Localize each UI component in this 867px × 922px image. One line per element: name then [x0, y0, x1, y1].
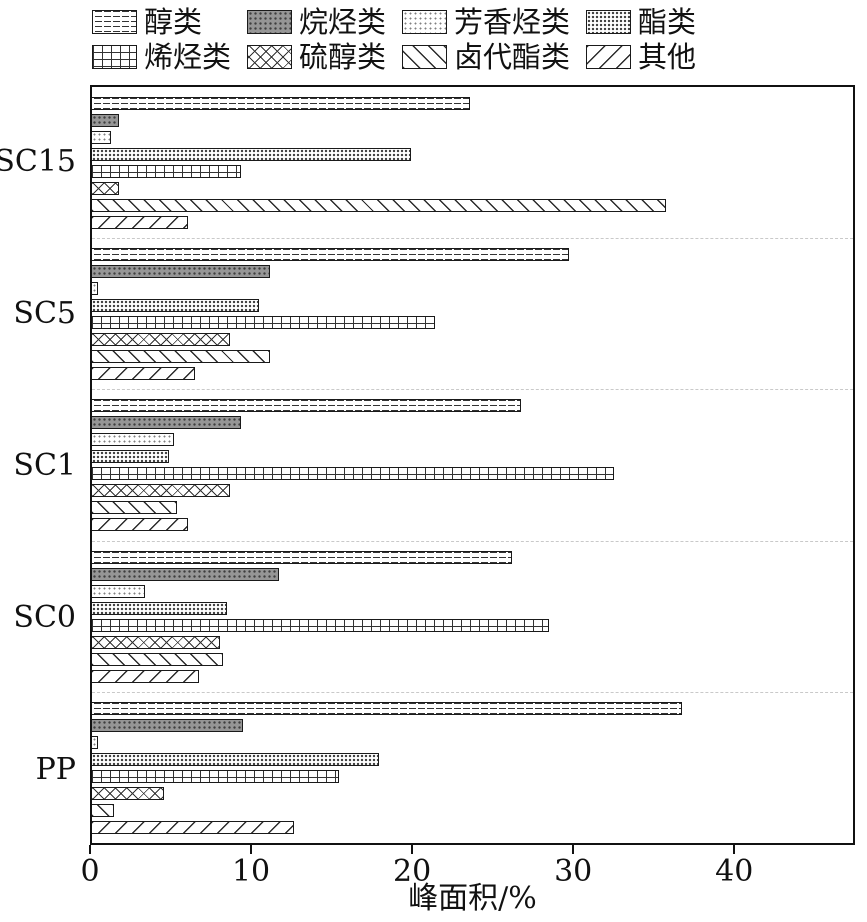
bar-SC1-alkane — [92, 416, 241, 430]
legend-label-thiol: 硫醇类 — [299, 40, 387, 74]
bar-SC15-haloester — [92, 198, 666, 212]
x-tick-0 — [89, 845, 91, 854]
bar-SC5-aromatic — [92, 282, 99, 296]
bar-SC5-other — [92, 367, 195, 381]
bar-PP-ester — [92, 752, 379, 766]
legend-label-alkane: 烷烃类 — [299, 5, 387, 39]
y-axis-labels: SC15 SC5 SC1 SC0 PP — [0, 85, 86, 845]
legend-label-ester: 酯类 — [638, 5, 697, 39]
legend-item-aromatic: 芳香烃类 — [402, 6, 570, 38]
bar-PP-haloester — [92, 803, 115, 817]
bar-SC1-other — [92, 518, 189, 532]
alcohol-swatch-icon — [92, 10, 137, 34]
category-label-SC1: SC1 — [13, 447, 76, 483]
category-label-SC0: SC0 — [13, 599, 76, 635]
x-tick-10 — [250, 845, 253, 854]
aromatic-swatch-icon — [402, 10, 448, 34]
bar-SC0-other — [92, 669, 200, 683]
legend-item-ester: 酯类 — [586, 6, 696, 38]
bar-SC1-thiol — [92, 484, 230, 498]
bar-SC15-alkane — [92, 113, 120, 127]
x-tick-30 — [572, 845, 575, 854]
x-axis: 0 10 20 30 40 — [80, 845, 855, 920]
bar-SC1-haloester — [92, 501, 177, 515]
bar-SC15-aromatic — [92, 130, 112, 144]
bar-SC15-other — [92, 215, 189, 229]
bar-SC1-alkene — [92, 467, 615, 481]
x-tick-label-0: 0 — [80, 854, 100, 889]
ester-swatch-icon — [586, 10, 632, 34]
bar-group-SC15 — [92, 87, 853, 238]
bar-SC0-haloester — [92, 652, 224, 666]
bar-SC15-ester — [92, 147, 411, 161]
bar-PP-alcohol — [92, 701, 682, 715]
bar-PP-other — [92, 820, 294, 834]
legend: 醇类 烷烃类 芳香烃类 酯类烯烃类 硫醇类 卤代酯类 其他 — [92, 6, 696, 73]
legend-item-alkane: 烷烃类 — [247, 6, 386, 38]
x-tick-label-20: 20 — [393, 854, 432, 889]
legend-item-alkene: 烯烃类 — [92, 41, 231, 73]
bar-SC15-alcohol — [92, 96, 471, 110]
bar-SC1-ester — [92, 450, 169, 464]
thiol-swatch-icon — [247, 45, 293, 69]
x-tick-40 — [733, 845, 736, 854]
legend-item-other: 其他 — [586, 41, 696, 73]
legend-label-alcohol: 醇类 — [144, 5, 203, 39]
bar-group-SC1 — [92, 389, 853, 540]
bar-SC5-alcohol — [92, 248, 570, 262]
x-tick-label-10: 10 — [231, 854, 271, 889]
legend-label-aromatic: 芳香烃类 — [454, 5, 571, 39]
legend-label-other: 其他 — [638, 40, 697, 74]
legend-item-thiol: 硫醇类 — [247, 41, 386, 73]
legend-item-alcohol: 醇类 — [92, 6, 231, 38]
category-label-PP: PP — [35, 751, 76, 787]
alkane-swatch-icon — [247, 10, 293, 34]
bar-SC0-thiol — [92, 635, 221, 649]
legend-label-alkene: 烯烃类 — [144, 40, 232, 74]
bar-group-PP — [92, 691, 853, 843]
bar-SC0-alcohol — [92, 550, 512, 564]
bar-SC5-alkane — [92, 265, 270, 279]
bar-SC5-ester — [92, 299, 259, 313]
x-tick-20 — [411, 845, 414, 854]
bar-SC1-alcohol — [92, 399, 522, 413]
bar-SC0-alkane — [92, 567, 280, 581]
legend-label-haloester: 卤代酯类 — [454, 40, 571, 74]
bar-PP-thiol — [92, 786, 165, 800]
alkene-swatch-icon — [92, 45, 137, 69]
bar-PP-alkane — [92, 718, 243, 732]
bar-PP-aromatic — [92, 735, 99, 749]
other-swatch-icon — [586, 45, 632, 69]
legend-item-haloester: 卤代酯类 — [402, 41, 570, 73]
category-label-SC15: SC15 — [0, 143, 76, 179]
bar-group-SC0 — [92, 540, 853, 692]
x-axis-title: 峰面积/% — [408, 881, 537, 916]
bar-SC0-ester — [92, 601, 227, 615]
category-label-SC5: SC5 — [13, 295, 76, 331]
bar-SC15-alkene — [92, 164, 241, 178]
bar-group-SC5 — [92, 238, 853, 389]
bar-SC0-aromatic — [92, 584, 145, 598]
bar-SC5-alkene — [92, 316, 435, 330]
bar-PP-alkene — [92, 769, 339, 783]
bar-SC15-thiol — [92, 181, 120, 195]
bar-SC5-thiol — [92, 333, 230, 347]
x-tick-label-40: 40 — [715, 854, 754, 889]
haloester-swatch-icon — [402, 45, 448, 69]
x-tick-label-30: 30 — [554, 854, 593, 889]
plot-area — [90, 85, 855, 845]
bar-SC5-haloester — [92, 350, 270, 364]
bar-SC0-alkene — [92, 618, 549, 632]
bar-SC1-aromatic — [92, 433, 174, 447]
